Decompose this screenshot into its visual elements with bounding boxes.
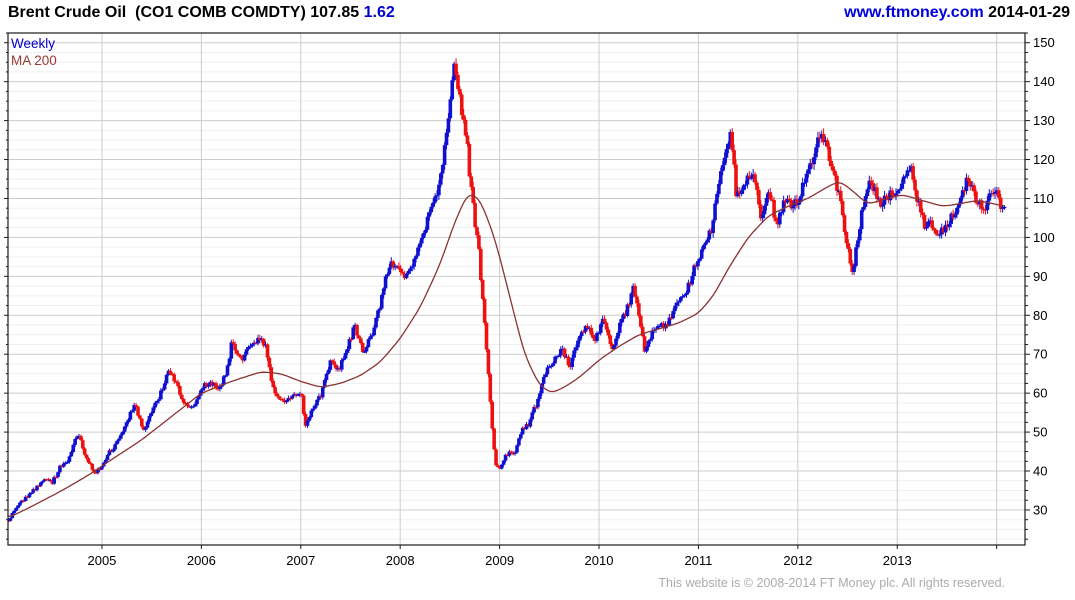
chart-legend: Weekly MA 200 — [11, 35, 57, 69]
x-axis-label: 2005 — [87, 553, 116, 568]
ftmoney-watermark-link: www.ftmoney.com — [844, 4, 984, 21]
ma200-line — [8, 182, 1005, 517]
legend-weekly: Weekly — [11, 36, 56, 51]
last-price: 107.85 — [310, 4, 360, 21]
y-axis-label: 40 — [1033, 464, 1047, 479]
x-axis-label: 2013 — [883, 553, 912, 568]
chart-date: 2014-01-29 — [983, 4, 1070, 21]
copyright-notice: This website is © 2008-2014 FT Money plc… — [658, 576, 1005, 590]
instrument-name: Brent Crude Oil (CO1 COMB COMDTY) — [8, 4, 311, 21]
x-axis-label: 2011 — [684, 553, 712, 568]
price-change: 1.62 — [359, 4, 395, 21]
x-axis-label: 2008 — [386, 553, 415, 568]
chart-header-right: www.ftmoney.com 2014-01-29 — [844, 4, 1070, 22]
x-axis-label: 2010 — [585, 553, 614, 568]
y-axis-label: 140 — [1033, 74, 1055, 89]
plot-border — [4, 32, 1030, 549]
chart-title: Brent Crude Oil (CO1 COMB COMDTY) 107.85… — [8, 4, 395, 22]
axis-labels: 30 40 50 60 70 80 90 100 110 120 130 140 150 2005 2006… — [87, 35, 1054, 568]
x-axis-label: 2009 — [485, 553, 514, 568]
y-axis-label: 150 — [1033, 35, 1055, 50]
weekly-candles — [8, 58, 1007, 523]
y-axis-label: 100 — [1033, 230, 1055, 245]
y-axis-label: 120 — [1033, 152, 1055, 167]
y-axis-label: 130 — [1033, 113, 1055, 128]
x-axis-label: 2012 — [783, 553, 812, 568]
y-axis-label: 90 — [1033, 269, 1047, 284]
y-axis-label: 60 — [1033, 386, 1047, 401]
legend-ma200: MA 200 — [11, 53, 57, 68]
y-axis-label: 70 — [1033, 347, 1047, 362]
y-axis-label: 50 — [1033, 425, 1047, 440]
x-axis-label: 2006 — [187, 553, 216, 568]
gridlines — [8, 32, 1025, 545]
y-axis-label: 80 — [1033, 308, 1047, 323]
x-axis-label: 2007 — [286, 553, 315, 568]
y-axis-label: 30 — [1033, 502, 1047, 517]
y-axis-label: 110 — [1033, 191, 1054, 206]
